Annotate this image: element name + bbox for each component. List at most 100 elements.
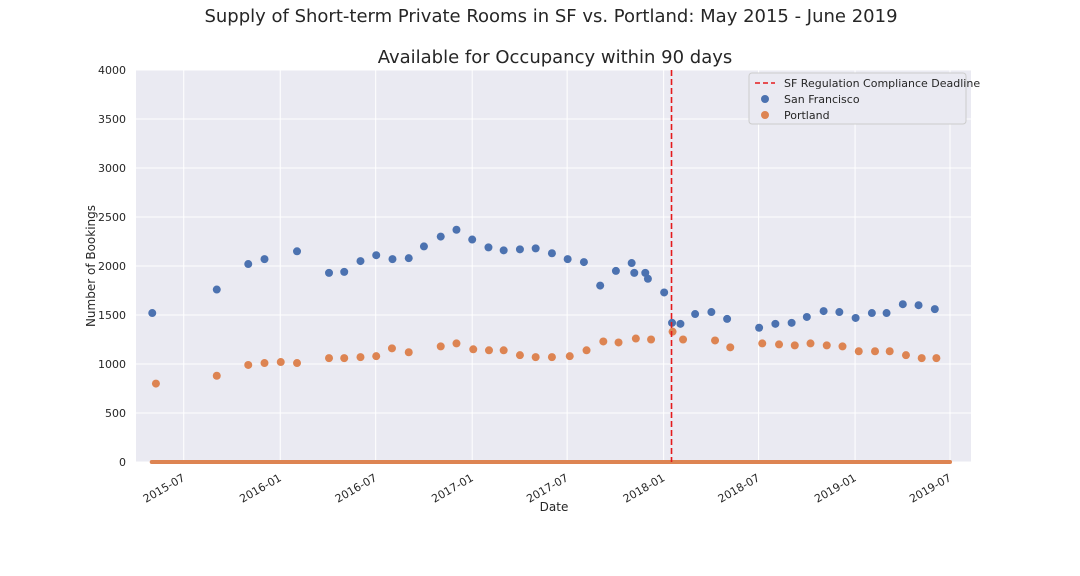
data-point (723, 314, 732, 323)
data-point (647, 335, 656, 344)
data-point (691, 310, 700, 319)
x-tick-label: 2018-07 (716, 471, 762, 505)
data-point (885, 347, 894, 356)
legend-label-portland: Portland (784, 109, 830, 122)
y-axis-label: Number of Bookings (84, 205, 98, 327)
data-point (627, 259, 636, 268)
y-tick-label: 1000 (98, 358, 126, 371)
data-point (515, 245, 524, 254)
y-tick-label: 2500 (98, 211, 126, 224)
data-point (775, 340, 784, 349)
data-point (436, 342, 445, 351)
data-point (787, 318, 796, 327)
data-point (484, 243, 493, 252)
y-tick-label: 3500 (98, 113, 126, 126)
data-point (260, 359, 269, 368)
data-point (372, 251, 381, 260)
data-point (276, 358, 285, 367)
data-point (838, 342, 847, 351)
data-point (755, 323, 764, 332)
data-point (790, 341, 799, 350)
data-point (819, 307, 828, 316)
data-point (630, 268, 639, 277)
data-point (293, 247, 302, 256)
data-point (499, 346, 508, 355)
data-point (565, 352, 574, 361)
data-point (806, 339, 815, 348)
legend-swatch-portland (761, 111, 769, 119)
data-point (614, 338, 623, 347)
data-point (404, 254, 413, 263)
y-tick-labels: 0 500 1000 1500 2000 2500 3000 3500 4000 (98, 64, 126, 469)
data-point (468, 235, 477, 244)
legend-label-deadline: SF Regulation Compliance Deadline (784, 77, 980, 90)
legend-box (748, 72, 967, 125)
y-tick-label: 1500 (98, 309, 126, 322)
data-point (932, 354, 941, 363)
data-point (579, 258, 588, 267)
data-point (452, 339, 461, 348)
legend-swatch-san-francisco (761, 95, 769, 103)
data-point (531, 244, 540, 253)
data-point (726, 343, 735, 352)
x-tick-label: 2016-01 (237, 471, 283, 505)
data-point (707, 308, 716, 317)
series-layer (148, 225, 941, 388)
data-point (436, 232, 445, 241)
data-point (515, 351, 524, 360)
y-tick-label: 3000 (98, 162, 126, 175)
data-point (388, 255, 397, 264)
data-point (611, 266, 620, 275)
data-point (244, 260, 253, 269)
data-point (711, 336, 720, 345)
data-point (914, 301, 923, 310)
data-point (758, 339, 767, 348)
grid-lines (136, 69, 971, 463)
data-point (404, 348, 413, 357)
x-axis-label: Date (540, 500, 569, 514)
data-point (356, 353, 365, 362)
legend: SF Regulation Compliance Deadline San Fr… (748, 72, 980, 125)
data-point (882, 309, 891, 318)
data-point (599, 337, 608, 346)
data-point (325, 354, 334, 363)
y-tick-label: 500 (105, 407, 126, 420)
data-point (867, 309, 876, 318)
data-point (854, 347, 863, 356)
data-point (802, 312, 811, 321)
legend-label-san-francisco: San Francisco (784, 93, 860, 106)
data-point (930, 305, 939, 314)
data-point (563, 255, 572, 264)
series-portland (151, 327, 941, 388)
x-tick-label: 2019-01 (812, 471, 858, 505)
data-point (660, 288, 669, 297)
data-point (419, 242, 428, 251)
data-point (452, 225, 461, 234)
data-point (643, 274, 652, 283)
data-point (212, 285, 221, 294)
data-point (356, 257, 365, 266)
x-tick-label: 2017-01 (429, 471, 475, 505)
data-point (631, 334, 640, 343)
data-point (244, 360, 253, 369)
data-point (293, 359, 302, 368)
x-tick-label: 2018-01 (621, 471, 667, 505)
data-point (582, 346, 591, 355)
data-point (547, 353, 556, 362)
x-tick-label: 2019-07 (907, 471, 953, 505)
data-point (340, 354, 349, 363)
data-point (596, 281, 605, 290)
chart-suptitle: Supply of Short-term Private Rooms in SF… (204, 6, 897, 27)
data-point (871, 347, 880, 356)
data-point (668, 327, 677, 336)
data-point (372, 352, 381, 361)
data-point (898, 300, 907, 309)
data-point (325, 268, 334, 277)
data-point (822, 341, 831, 350)
data-point (917, 354, 926, 363)
x-tick-label: 2016-07 (333, 471, 379, 505)
y-tick-label: 4000 (98, 64, 126, 77)
data-point (901, 351, 910, 360)
data-point (151, 379, 160, 388)
